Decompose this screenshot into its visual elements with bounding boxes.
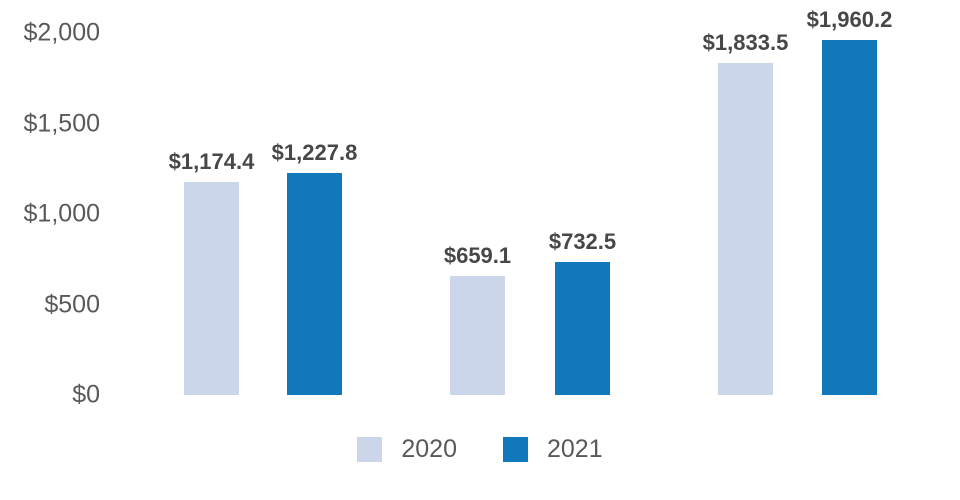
bar-2021-group-3 bbox=[822, 40, 877, 395]
bar-value-label-2020-group-2: $659.1 bbox=[443, 242, 512, 268]
bar-value-label-2020-group-1: $1,174.4 bbox=[168, 149, 255, 175]
y-axis-tick-label: $1,000 bbox=[23, 199, 100, 228]
y-axis-tick-label: $500 bbox=[44, 290, 100, 318]
bar-value-label-2021-group-2: $732.5 bbox=[548, 229, 617, 255]
y-axis-tick-label: $1,500 bbox=[23, 109, 100, 137]
legend-swatch-2020 bbox=[357, 437, 383, 462]
bar-2021-group-2 bbox=[555, 262, 610, 395]
bar-2020-group-1 bbox=[184, 182, 239, 395]
bar-2020-group-2 bbox=[450, 275, 505, 395]
bar-value-label-2021-group-3: $1,960.2 bbox=[806, 7, 893, 33]
legend-label-2020: 2020 bbox=[401, 435, 457, 463]
bar-value-label-2020-group-3: $1,833.5 bbox=[702, 30, 789, 56]
bar-value-label-2021-group-1: $1,227.8 bbox=[271, 139, 358, 165]
bar-2020-group-3 bbox=[718, 63, 773, 395]
legend-item-2021: 2021 bbox=[503, 437, 603, 462]
legend-label-2021: 2021 bbox=[547, 435, 603, 463]
legend: 2020 2021 bbox=[0, 437, 960, 462]
legend-swatch-2021 bbox=[503, 437, 528, 462]
y-axis-tick-label: $0 bbox=[72, 380, 100, 409]
legend-item-2020: 2020 bbox=[357, 437, 457, 462]
y-axis-tick-label: $2,000 bbox=[23, 18, 100, 47]
bar-2021-group-1 bbox=[287, 172, 342, 395]
